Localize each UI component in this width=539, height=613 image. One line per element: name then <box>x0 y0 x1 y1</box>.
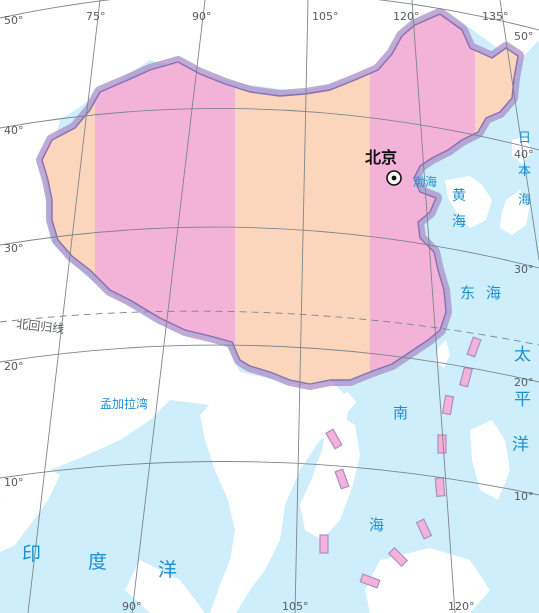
land-borneo <box>365 548 490 613</box>
longitude-labels: 75° 90° 105° 120° 135° 90° 105° 120° <box>86 10 509 613</box>
latitude-label-right: 20° <box>514 376 534 389</box>
sea-label-yellow-sea: 海 <box>452 214 466 230</box>
latitude-line-10 <box>0 461 539 496</box>
land-korea <box>445 176 492 228</box>
longitude-line-120 <box>411 0 456 613</box>
land-hainan <box>336 392 356 412</box>
sea-label-indian-ocean: 印 <box>22 543 41 565</box>
latitude-line-30 <box>0 226 539 269</box>
boundary-dash <box>319 534 329 554</box>
sea-label-south-sea: 南 <box>393 404 408 422</box>
land-west-asia <box>0 0 250 500</box>
boundary-dash <box>415 518 433 540</box>
latitude-label-right: 50° <box>514 30 534 43</box>
boundary-dash <box>387 546 409 568</box>
land-philippines <box>470 420 510 500</box>
sea-label-japan-sea: 本 <box>518 164 531 179</box>
boundary-dash <box>434 477 446 497</box>
land-sumatra <box>125 560 205 613</box>
tropic-of-cancer <box>0 310 539 346</box>
sea-label-pacific: 太 <box>514 345 531 365</box>
latitude-label-left: 30° <box>4 242 24 255</box>
tropic-label: 北回归线 <box>16 317 65 336</box>
latitude-label-right: 30° <box>514 263 534 276</box>
longitude-line-90 <box>131 0 206 613</box>
sea-label-bay-of-bengal: 孟加拉湾 <box>100 396 148 411</box>
latitude-labels: 50° 40° 30° 20° 10° 50° 40° 30° 20° 10° <box>4 14 534 503</box>
sea-label-east-sea: 东 <box>460 284 475 302</box>
longitude-label: 135° <box>482 10 509 23</box>
boundary-dash <box>359 573 381 589</box>
capital-marker: 北京 <box>365 148 402 186</box>
latitude-line-20 <box>0 344 539 383</box>
latitude-label-left: 50° <box>4 14 24 27</box>
sea-label-pacific: 平 <box>514 390 531 410</box>
longitude-label: 90° <box>192 10 212 23</box>
land-japan <box>500 190 530 235</box>
land-india-east <box>0 470 60 552</box>
longitude-line-135 <box>499 0 539 261</box>
boundary-dash <box>466 336 482 358</box>
boundary-dash <box>437 434 447 454</box>
sea-label-indian-ocean: 洋 <box>158 559 177 581</box>
land-japan-north <box>512 136 532 164</box>
longitude-label: 120° <box>393 10 420 23</box>
sea-labels: 渤海 黄 海 东 海 南 海 太 平 洋 日 本 海 孟加拉湾 印 度 洋 <box>22 131 531 581</box>
latitude-label-left: 10° <box>4 476 24 489</box>
land-vietnam <box>300 410 360 540</box>
boundary-dash <box>334 468 350 490</box>
land-indochina <box>200 372 350 613</box>
sea-label-south-sea: 海 <box>369 516 384 534</box>
land-taiwan <box>436 340 450 368</box>
sea-label-pacific: 洋 <box>512 435 529 455</box>
boundary-dash <box>459 366 473 388</box>
latitude-label-right: 40° <box>514 148 534 161</box>
latitude-line-40 <box>0 108 539 151</box>
latitude-label-left: 40° <box>4 124 24 137</box>
land-north <box>150 0 539 92</box>
longitude-label-bottom: 105° <box>282 600 309 613</box>
capital-label: 北京 <box>365 148 397 167</box>
sea-label-japan-sea: 日 <box>518 131 531 146</box>
longitude-line-105 <box>294 0 309 613</box>
longitude-label: 105° <box>312 10 339 23</box>
longitude-label-bottom: 120° <box>448 600 475 613</box>
sea-label-bohai: 渤海 <box>413 174 437 189</box>
sea-label-japan-sea: 海 <box>518 193 531 208</box>
latitude-label-left: 20° <box>4 360 24 373</box>
nine-dash-line <box>319 336 482 589</box>
longitude-label: 75° <box>86 10 106 23</box>
sea-label-yellow-sea: 黄 <box>452 187 466 204</box>
latitude-label-right: 10° <box>514 490 534 503</box>
boundary-dash <box>325 428 343 450</box>
longitude-line-75 <box>27 0 101 613</box>
latitude-line-50 <box>0 0 539 31</box>
capital-symbol-inner <box>391 175 397 181</box>
sea-label-indian-ocean: 度 <box>88 551 107 573</box>
boundary-dash <box>441 394 455 416</box>
sea-label-east-sea: 海 <box>486 284 501 302</box>
longitude-label-bottom: 90° <box>122 600 142 613</box>
